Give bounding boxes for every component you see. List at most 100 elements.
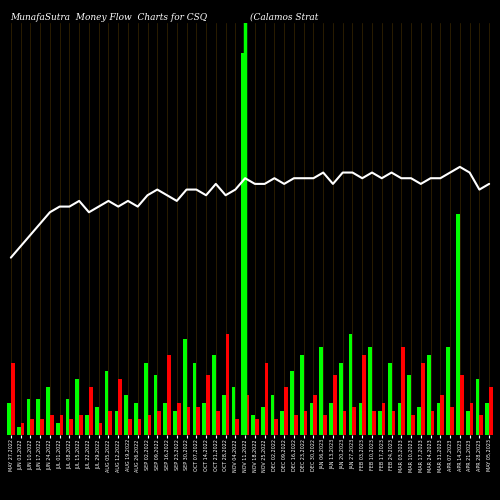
Bar [60, 415, 64, 435]
Bar [30, 419, 34, 435]
Bar [89, 387, 92, 435]
Bar [470, 403, 474, 435]
Bar [274, 419, 278, 435]
Bar [128, 419, 132, 435]
Bar [158, 411, 161, 435]
Bar [192, 362, 196, 435]
Bar [304, 411, 308, 435]
Bar [76, 378, 79, 435]
Bar [202, 403, 206, 435]
Text: MunafaSutra  Money Flow  Charts for CSQ: MunafaSutra Money Flow Charts for CSQ [10, 12, 207, 22]
Bar [320, 346, 323, 435]
Bar [40, 419, 44, 435]
Bar [26, 399, 30, 435]
Bar [98, 423, 102, 435]
Bar [50, 415, 53, 435]
Bar [408, 374, 411, 435]
Bar [460, 374, 464, 435]
Bar [294, 415, 298, 435]
Bar [138, 419, 141, 435]
Bar [480, 415, 483, 435]
Bar [242, 53, 245, 435]
Bar [114, 411, 118, 435]
Bar [232, 387, 235, 435]
Bar [212, 354, 216, 435]
Bar [164, 403, 167, 435]
Bar [148, 415, 151, 435]
Bar [255, 419, 258, 435]
Bar [270, 395, 274, 435]
Bar [144, 362, 148, 435]
Bar [417, 407, 421, 435]
Bar [216, 411, 220, 435]
Bar [330, 403, 333, 435]
Bar [402, 346, 405, 435]
Bar [280, 411, 284, 435]
Bar [486, 403, 489, 435]
Bar [261, 407, 264, 435]
Bar [222, 395, 226, 435]
Bar [251, 415, 255, 435]
Bar [95, 407, 98, 435]
Bar [177, 403, 180, 435]
Bar [440, 395, 444, 435]
Bar [226, 334, 230, 435]
Bar [124, 395, 128, 435]
Bar [466, 411, 469, 435]
Bar [398, 403, 402, 435]
Bar [154, 374, 158, 435]
Bar [476, 378, 480, 435]
Bar [79, 415, 83, 435]
Bar [436, 403, 440, 435]
Bar [352, 407, 356, 435]
Bar [456, 214, 460, 435]
Bar [368, 346, 372, 435]
Bar [411, 415, 415, 435]
Bar [388, 362, 392, 435]
Bar [66, 399, 70, 435]
Bar [105, 370, 108, 435]
Bar [300, 354, 304, 435]
Bar [56, 423, 59, 435]
Bar [108, 411, 112, 435]
Bar [118, 378, 122, 435]
Bar [392, 411, 395, 435]
Bar [134, 403, 138, 435]
Bar [46, 387, 50, 435]
Bar [339, 362, 342, 435]
Bar [446, 346, 450, 435]
Bar [245, 395, 249, 435]
Bar [7, 403, 11, 435]
Bar [421, 362, 424, 435]
Bar [323, 415, 327, 435]
Bar [378, 411, 382, 435]
Bar [314, 395, 317, 435]
Bar [382, 403, 386, 435]
Bar [349, 334, 352, 435]
Bar [358, 403, 362, 435]
Bar [206, 374, 210, 435]
Bar [333, 374, 336, 435]
Bar [450, 407, 454, 435]
Bar [186, 407, 190, 435]
Bar [85, 415, 89, 435]
Bar [489, 387, 493, 435]
Bar [20, 423, 24, 435]
Bar [284, 387, 288, 435]
Bar [290, 370, 294, 435]
Bar [167, 354, 170, 435]
Bar [427, 354, 430, 435]
Bar [430, 411, 434, 435]
Bar [196, 407, 200, 435]
Bar [173, 411, 177, 435]
Bar [264, 362, 268, 435]
Bar [70, 419, 73, 435]
Bar [342, 411, 346, 435]
Bar [372, 411, 376, 435]
Bar [11, 362, 15, 435]
Bar [310, 403, 314, 435]
Bar [236, 419, 239, 435]
Bar [36, 399, 40, 435]
Bar [183, 338, 186, 435]
Text: (Calamos Strat: (Calamos Strat [250, 12, 318, 22]
